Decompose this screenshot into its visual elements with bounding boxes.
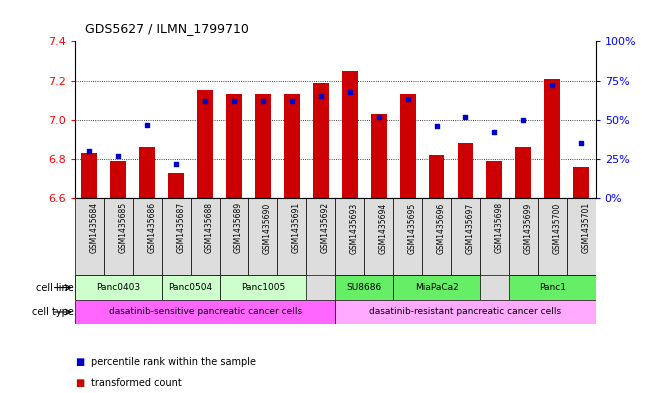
Bar: [139, 147, 155, 198]
Bar: [486, 161, 503, 198]
Bar: [197, 90, 213, 198]
Text: GSM1435686: GSM1435686: [147, 202, 156, 253]
Bar: [538, 198, 567, 275]
Text: GSM1435694: GSM1435694: [379, 202, 387, 253]
Bar: [335, 300, 596, 324]
Bar: [342, 71, 357, 198]
Text: Panc0504: Panc0504: [169, 283, 213, 292]
Bar: [335, 198, 364, 275]
Bar: [255, 94, 271, 198]
Bar: [161, 198, 191, 275]
Text: dasatinib-sensitive pancreatic cancer cells: dasatinib-sensitive pancreatic cancer ce…: [109, 307, 301, 316]
Text: percentile rank within the sample: percentile rank within the sample: [91, 356, 256, 367]
Point: [344, 88, 355, 95]
Bar: [451, 198, 480, 275]
Bar: [110, 161, 126, 198]
Bar: [393, 275, 480, 300]
Bar: [364, 198, 393, 275]
Bar: [567, 198, 596, 275]
Text: GSM1435699: GSM1435699: [523, 202, 533, 253]
Text: GSM1435696: GSM1435696: [437, 202, 445, 253]
Bar: [104, 198, 133, 275]
Point: [229, 98, 239, 104]
Bar: [75, 300, 335, 324]
Point: [402, 96, 413, 103]
Bar: [75, 198, 104, 275]
Bar: [574, 167, 589, 198]
Text: Panc1: Panc1: [539, 283, 566, 292]
Point: [258, 98, 268, 104]
Bar: [480, 198, 509, 275]
Text: GDS5627 / ILMN_1799710: GDS5627 / ILMN_1799710: [85, 22, 249, 35]
Text: cell line: cell line: [36, 283, 74, 292]
Bar: [226, 94, 242, 198]
Bar: [313, 83, 329, 198]
Text: Panc1005: Panc1005: [241, 283, 285, 292]
Bar: [393, 198, 422, 275]
Bar: [544, 79, 561, 198]
Text: GSM1435698: GSM1435698: [494, 202, 503, 253]
Bar: [75, 275, 161, 300]
Point: [200, 98, 210, 104]
Text: GSM1435692: GSM1435692: [321, 202, 330, 253]
Bar: [277, 198, 307, 275]
Bar: [81, 153, 97, 198]
Bar: [249, 198, 277, 275]
Text: GSM1435687: GSM1435687: [176, 202, 185, 253]
Text: MiaPaCa2: MiaPaCa2: [415, 283, 458, 292]
Bar: [458, 143, 473, 198]
Point: [547, 82, 557, 88]
Bar: [191, 198, 219, 275]
Text: ■: ■: [75, 356, 84, 367]
Text: cell type: cell type: [31, 307, 74, 317]
Text: GSM1435690: GSM1435690: [263, 202, 272, 253]
Point: [489, 129, 499, 136]
Text: GSM1435684: GSM1435684: [89, 202, 98, 253]
Bar: [400, 94, 415, 198]
Text: SU8686: SU8686: [346, 283, 382, 292]
Point: [113, 153, 124, 159]
Bar: [133, 198, 161, 275]
Text: GSM1435697: GSM1435697: [465, 202, 475, 253]
Point: [171, 161, 182, 167]
Point: [518, 117, 529, 123]
Bar: [370, 114, 387, 198]
Bar: [509, 275, 596, 300]
Text: GSM1435685: GSM1435685: [118, 202, 127, 253]
Text: GSM1435689: GSM1435689: [234, 202, 243, 253]
Point: [460, 114, 471, 120]
Point: [142, 121, 152, 128]
Text: GSM1435695: GSM1435695: [408, 202, 417, 253]
Bar: [219, 275, 307, 300]
Bar: [168, 173, 184, 198]
Text: Panc0403: Panc0403: [96, 283, 141, 292]
Bar: [307, 198, 335, 275]
Text: transformed count: transformed count: [91, 378, 182, 388]
Bar: [428, 155, 445, 198]
Bar: [161, 275, 219, 300]
Text: ■: ■: [75, 378, 84, 388]
Text: GSM1435688: GSM1435688: [205, 202, 214, 253]
Point: [432, 123, 442, 129]
Text: GSM1435701: GSM1435701: [581, 202, 590, 253]
Bar: [422, 198, 451, 275]
Bar: [516, 147, 531, 198]
Text: dasatinib-resistant pancreatic cancer cells: dasatinib-resistant pancreatic cancer ce…: [369, 307, 562, 316]
Bar: [284, 94, 300, 198]
Bar: [219, 198, 249, 275]
Text: GSM1435700: GSM1435700: [552, 202, 561, 253]
Bar: [509, 198, 538, 275]
Point: [286, 98, 297, 104]
Point: [576, 140, 587, 147]
Text: GSM1435691: GSM1435691: [292, 202, 301, 253]
Point: [374, 114, 384, 120]
Text: GSM1435693: GSM1435693: [350, 202, 359, 253]
Point: [84, 148, 94, 154]
Point: [316, 93, 326, 99]
Bar: [335, 275, 393, 300]
